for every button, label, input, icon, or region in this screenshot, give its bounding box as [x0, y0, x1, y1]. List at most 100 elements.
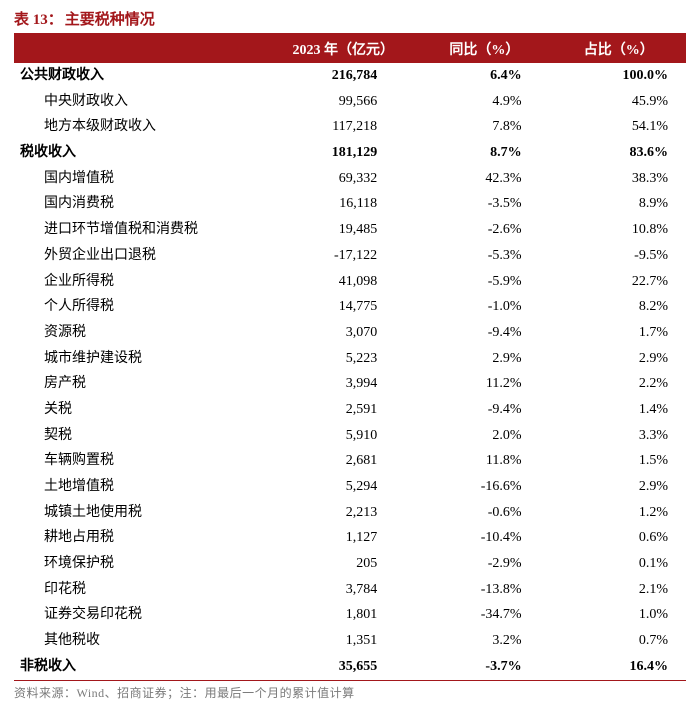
cell-share: 0.7% — [552, 628, 686, 654]
row-label: 印花税 — [20, 582, 86, 597]
table-row: 车辆购置税2,68111.8%1.5% — [14, 448, 686, 474]
cell-value: 3,784 — [269, 577, 417, 603]
cell-yoy: -2.9% — [417, 551, 551, 577]
cell-share: 0.6% — [552, 525, 686, 551]
cell-value: 5,910 — [269, 423, 417, 449]
cell-value: 216,784 — [269, 63, 417, 89]
cell-value: 117,218 — [269, 114, 417, 140]
table-row: 中央财政收入99,5664.9%45.9% — [14, 89, 686, 115]
table-row: 非税收入35,655-3.7%16.4% — [14, 654, 686, 680]
row-label: 其他税收 — [20, 633, 100, 648]
table-row: 城市维护建设税5,2232.9%2.9% — [14, 346, 686, 372]
cell-share: 2.2% — [552, 371, 686, 397]
cell-value: 16,118 — [269, 191, 417, 217]
header-row: 2023 年（亿元） 同比（%） 占比（%） — [14, 35, 686, 63]
cell-value: 19,485 — [269, 217, 417, 243]
cell-yoy: 7.8% — [417, 114, 551, 140]
row-label: 公共财政收入 — [20, 68, 104, 83]
cell-value: -17,122 — [269, 243, 417, 269]
cell-share: 38.3% — [552, 166, 686, 192]
cell-value: 2,213 — [269, 500, 417, 526]
table-row: 耕地占用税1,127-10.4%0.6% — [14, 525, 686, 551]
row-label: 资源税 — [20, 325, 86, 340]
table-row: 税收收入181,1298.7%83.6% — [14, 140, 686, 166]
tax-table: 2023 年（亿元） 同比（%） 占比（%） 公共财政收入216,7846.4%… — [14, 35, 686, 680]
cell-yoy: -3.7% — [417, 654, 551, 680]
table-row: 进口环节增值税和消费税 19,485-2.6%10.8% — [14, 217, 686, 243]
table-title: 表 13：主要税种情况 — [14, 8, 686, 33]
table-row: 企业所得税 41,098-5.9%22.7% — [14, 269, 686, 295]
cell-yoy: 4.9% — [417, 89, 551, 115]
cell-value: 2,591 — [269, 397, 417, 423]
cell-value: 35,655 — [269, 654, 417, 680]
table-row: 证券交易印花税1,801-34.7%1.0% — [14, 602, 686, 628]
row-label: 非税收入 — [20, 659, 76, 674]
cell-yoy: -5.9% — [417, 269, 551, 295]
table-row: 资源税3,070-9.4%1.7% — [14, 320, 686, 346]
cell-share: 3.3% — [552, 423, 686, 449]
cell-share: 100.0% — [552, 63, 686, 89]
cell-yoy: -16.6% — [417, 474, 551, 500]
cell-yoy: 42.3% — [417, 166, 551, 192]
cell-yoy: 8.7% — [417, 140, 551, 166]
cell-value: 1,127 — [269, 525, 417, 551]
row-label: 房产税 — [20, 376, 86, 391]
row-label: 证券交易印花税 — [20, 607, 142, 622]
cell-yoy: 3.2% — [417, 628, 551, 654]
cell-yoy: -2.6% — [417, 217, 551, 243]
cell-yoy: 2.9% — [417, 346, 551, 372]
cell-share: 2.9% — [552, 474, 686, 500]
cell-share: 1.2% — [552, 500, 686, 526]
cell-value: 41,098 — [269, 269, 417, 295]
row-label: 城镇土地使用税 — [20, 505, 142, 520]
col-header-3: 占比（%） — [552, 35, 686, 63]
cell-share: 1.0% — [552, 602, 686, 628]
cell-yoy: -10.4% — [417, 525, 551, 551]
cell-share: 0.1% — [552, 551, 686, 577]
cell-yoy: -0.6% — [417, 500, 551, 526]
cell-value: 3,994 — [269, 371, 417, 397]
row-label: 关税 — [20, 402, 72, 417]
table-row: 地方本级财政收入117,2187.8%54.1% — [14, 114, 686, 140]
source-footer: 资料来源：Wind、招商证券；注：用最后一个月的累计值计算 — [14, 680, 686, 701]
row-label: 个人所得税 — [20, 299, 114, 314]
cell-value: 99,566 — [269, 89, 417, 115]
cell-yoy: 11.8% — [417, 448, 551, 474]
cell-value: 5,223 — [269, 346, 417, 372]
table-container: 表 13：主要税种情况 2023 年（亿元） 同比（%） 占比（%） 公共财政收… — [0, 0, 700, 705]
row-label: 进口环节增值税和消费税 — [20, 222, 198, 237]
cell-value: 3,070 — [269, 320, 417, 346]
col-header-0 — [14, 35, 269, 63]
row-label: 企业所得税 — [20, 274, 114, 289]
table-row: 城镇土地使用税 2,213-0.6%1.2% — [14, 500, 686, 526]
cell-value: 181,129 — [269, 140, 417, 166]
cell-share: 1.7% — [552, 320, 686, 346]
cell-yoy: -34.7% — [417, 602, 551, 628]
row-label: 土地增值税 — [20, 479, 114, 494]
row-label: 城市维护建设税 — [20, 351, 142, 366]
cell-share: 10.8% — [552, 217, 686, 243]
row-label: 国内消费税 — [20, 196, 114, 211]
title-text: 主要税种情况 — [65, 12, 155, 28]
cell-value: 1,351 — [269, 628, 417, 654]
row-label: 国内增值税 — [20, 171, 114, 186]
row-label: 车辆购置税 — [20, 453, 114, 468]
cell-value: 205 — [269, 551, 417, 577]
cell-yoy: -13.8% — [417, 577, 551, 603]
table-row: 契税5,9102.0%3.3% — [14, 423, 686, 449]
table-body: 公共财政收入216,7846.4%100.0%中央财政收入99,5664.9%4… — [14, 63, 686, 680]
cell-share: -9.5% — [552, 243, 686, 269]
cell-yoy: -1.0% — [417, 294, 551, 320]
col-header-2: 同比（%） — [417, 35, 551, 63]
cell-share: 2.9% — [552, 346, 686, 372]
cell-share: 8.2% — [552, 294, 686, 320]
table-row: 关税2,591-9.4%1.4% — [14, 397, 686, 423]
cell-share: 83.6% — [552, 140, 686, 166]
table-row: 国内消费税16,118-3.5%8.9% — [14, 191, 686, 217]
cell-share: 2.1% — [552, 577, 686, 603]
cell-yoy: -3.5% — [417, 191, 551, 217]
cell-share: 45.9% — [552, 89, 686, 115]
cell-value: 5,294 — [269, 474, 417, 500]
cell-share: 1.5% — [552, 448, 686, 474]
cell-share: 22.7% — [552, 269, 686, 295]
